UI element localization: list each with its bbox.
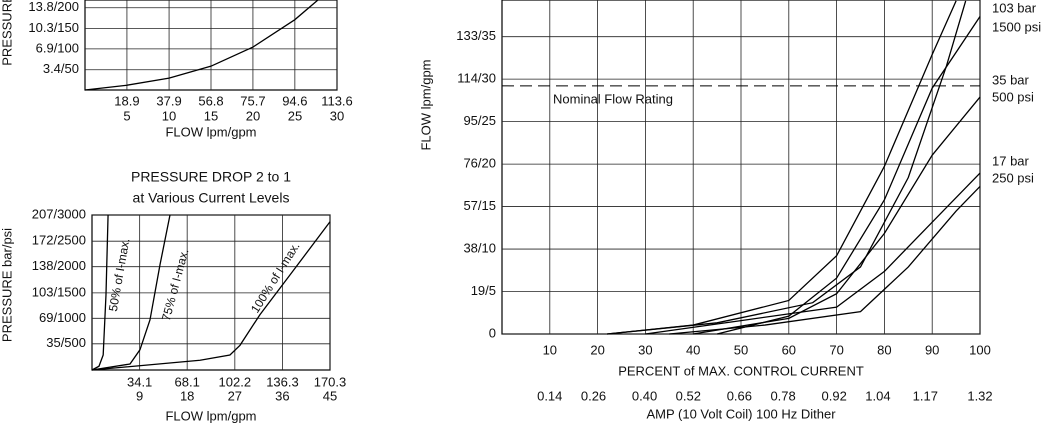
x-tick-label: 50 bbox=[734, 342, 748, 357]
y-tick-label: 69/1000 bbox=[39, 310, 86, 325]
y-axis-label: PRESSURE bbox=[0, 0, 14, 66]
curve bbox=[91, 214, 171, 371]
curve bbox=[669, 185, 981, 335]
x-tick-label: 170.3 bbox=[314, 374, 347, 389]
y-tick-label: 172/2500 bbox=[32, 233, 86, 248]
curve bbox=[607, 0, 957, 335]
curve bbox=[645, 172, 981, 335]
x-tick-label: 102.2 bbox=[219, 374, 252, 389]
x2-tick-label: 0.92 bbox=[822, 388, 847, 403]
curve-label: 100% of I-max. bbox=[248, 240, 303, 316]
x-tick-label: 56.8 bbox=[198, 93, 223, 108]
x-tick-label: 100 bbox=[969, 342, 991, 357]
x2-tick-label: 1.32 bbox=[967, 388, 992, 403]
x-tick-label: 80 bbox=[877, 342, 891, 357]
y-tick-label: 57/15 bbox=[463, 198, 496, 213]
annotation: 17 bar bbox=[992, 153, 1030, 168]
y-tick-label: 207/3000 bbox=[32, 206, 86, 221]
y-tick-label: 3.4/50 bbox=[43, 61, 79, 76]
x2-tick-label: 20 bbox=[246, 108, 260, 123]
y-tick-label: 95/25 bbox=[463, 113, 496, 128]
x2-tick-label: 1.17 bbox=[913, 388, 938, 403]
x2-tick-label: 0.14 bbox=[537, 388, 562, 403]
x2-tick-label: 0.26 bbox=[581, 388, 606, 403]
y-axis-label: FLOW lpm/gpm bbox=[418, 59, 433, 150]
x2-tick-label: 25 bbox=[288, 108, 302, 123]
y-tick-label: 133/35 bbox=[456, 28, 496, 43]
x-tick-label: 113.6 bbox=[321, 93, 353, 108]
x2-tick-label: 36 bbox=[275, 388, 289, 403]
annotation: 1500 psi bbox=[992, 19, 1041, 34]
x2-tick-label: 0.40 bbox=[632, 388, 657, 403]
x2-tick-label: 15 bbox=[204, 108, 218, 123]
curve-label: 75% of I-max. bbox=[159, 247, 192, 322]
x-tick-label: 136.3 bbox=[266, 374, 299, 389]
curve bbox=[607, 0, 967, 335]
x2-tick-label: 30 bbox=[330, 108, 344, 123]
x2-tick-label: 45 bbox=[323, 388, 337, 403]
y-tick-label: 0 bbox=[489, 325, 496, 340]
y-tick-label: 103/1500 bbox=[32, 284, 86, 299]
curve-label: 50% of I-max. bbox=[106, 237, 133, 312]
x2-tick-label: 5 bbox=[123, 108, 130, 123]
y-tick-label: 38/10 bbox=[463, 240, 496, 255]
x-axis-label: FLOW lpm/gpm bbox=[165, 124, 256, 139]
x-axis-label: FLOW lpm/gpm bbox=[165, 408, 256, 423]
curve bbox=[693, 96, 981, 335]
x2-tick-label: 9 bbox=[136, 388, 143, 403]
y-tick-label: 114/30 bbox=[457, 71, 496, 86]
y-tick-label: 35/500 bbox=[46, 335, 86, 350]
x-tick-label: 10 bbox=[543, 342, 557, 357]
y-tick-label: 13.8/200 bbox=[28, 0, 79, 14]
y-tick-label: 10.3/150 bbox=[28, 20, 79, 35]
x-tick-label: 60 bbox=[782, 342, 796, 357]
x-tick-label: 37.9 bbox=[156, 93, 181, 108]
chart-subtitle: at Various Current Levels bbox=[133, 190, 290, 206]
curve bbox=[91, 214, 109, 371]
x-tick-label: 34.1 bbox=[127, 374, 152, 389]
curve bbox=[84, 0, 319, 91]
x2-tick-label: 1.04 bbox=[865, 388, 890, 403]
x2-axis-label: AMP (10 Volt Coil) 100 Hz Dither bbox=[646, 406, 836, 421]
x-tick-label: 90 bbox=[925, 342, 939, 357]
curve bbox=[91, 221, 331, 371]
y-axis-label: PRESSURE bar/psi bbox=[0, 228, 14, 342]
annotation: 35 bar bbox=[992, 72, 1030, 87]
x-tick-label: 70 bbox=[829, 342, 843, 357]
x2-tick-label: 27 bbox=[228, 388, 242, 403]
x2-tick-label: 18 bbox=[180, 388, 194, 403]
x-tick-label: 75.7 bbox=[240, 93, 265, 108]
x2-tick-label: 0.66 bbox=[727, 388, 752, 403]
x-tick-label: 40 bbox=[686, 342, 700, 357]
y-tick-label: 76/20 bbox=[463, 156, 496, 171]
annotation: 250 psi bbox=[992, 170, 1034, 185]
y-tick-label: 6.9/100 bbox=[36, 40, 79, 55]
x-tick-label: 30 bbox=[638, 342, 652, 357]
x-axis-label: PERCENT of MAX. CONTROL CURRENT bbox=[618, 363, 864, 378]
annotation: 103 bar bbox=[992, 0, 1037, 15]
reference-label: Nominal Flow Rating bbox=[553, 91, 673, 106]
y-tick-label: 138/2000 bbox=[32, 258, 86, 273]
x-tick-label: 20 bbox=[590, 342, 604, 357]
x-tick-label: 68.1 bbox=[175, 374, 200, 389]
x-tick-label: 18.9 bbox=[114, 93, 139, 108]
x2-tick-label: 10 bbox=[162, 108, 176, 123]
curve bbox=[716, 16, 981, 335]
annotation: 500 psi bbox=[992, 89, 1034, 104]
y-tick-label: 19/5 bbox=[471, 283, 496, 298]
chart-title: PRESSURE DROP 2 to 1 bbox=[131, 169, 291, 185]
x2-tick-label: 0.78 bbox=[770, 388, 795, 403]
x2-tick-label: 0.52 bbox=[676, 388, 701, 403]
x-tick-label: 94.6 bbox=[282, 93, 307, 108]
